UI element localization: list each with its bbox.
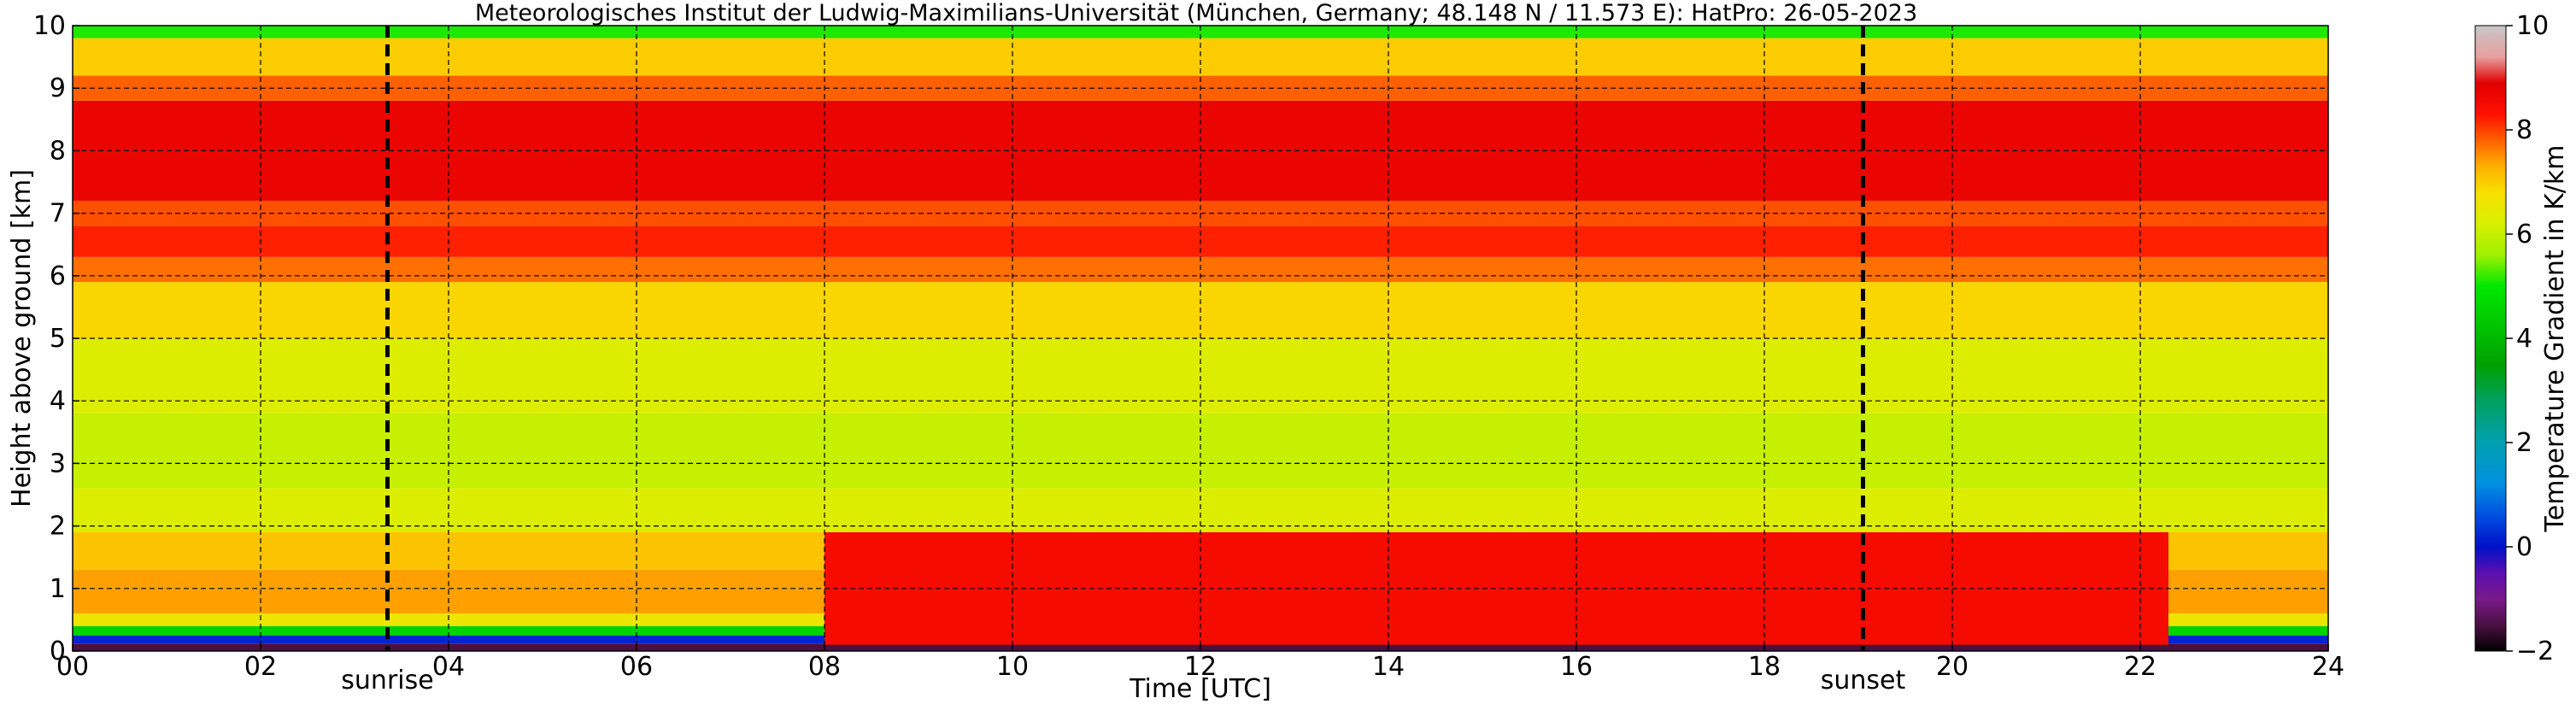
- sunrise-label: sunrise: [341, 666, 433, 695]
- x-tick-label: 12: [1184, 652, 1217, 682]
- x-tick-label: 06: [620, 652, 653, 682]
- x-tick-label: 00: [56, 652, 89, 682]
- y-tick-label: 0: [50, 637, 66, 666]
- colorbar-tick-label: 8: [2516, 115, 2532, 145]
- chart-title: Meteorologisches Institut der Ludwig-Max…: [475, 0, 1917, 26]
- x-tick-label: 22: [2124, 652, 2156, 682]
- y-axis-label: Height above ground [km]: [7, 169, 37, 507]
- sun-markers: sunrise sunset: [341, 26, 1905, 695]
- y-tick-label: 6: [50, 261, 66, 291]
- x-tick-label: 02: [244, 652, 277, 682]
- y-tick-label: 8: [50, 136, 66, 166]
- y-tick-label: 9: [50, 73, 66, 103]
- colorbar-tick-label: 10: [2516, 11, 2549, 41]
- colorbar-tick-label: 0: [2516, 532, 2532, 562]
- x-tick-label: 10: [996, 652, 1029, 682]
- sunset-label: sunset: [1821, 666, 1906, 695]
- y-tick-label: 10: [33, 11, 66, 41]
- grid-lines: [73, 26, 2328, 651]
- y-tick-label: 4: [50, 386, 66, 416]
- x-tick-label: 16: [1560, 652, 1593, 682]
- x-tick-label: 08: [808, 652, 841, 682]
- y-tick-label: 1: [50, 574, 66, 604]
- x-tick-label: 14: [1372, 652, 1405, 682]
- x-axis-label: Time [UTC]: [1129, 674, 1271, 704]
- x-tick-label: 24: [2312, 652, 2344, 682]
- x-tick-label: 18: [1748, 652, 1781, 682]
- y-tick-label: 2: [50, 512, 66, 542]
- colorbar-tick-label: 2: [2516, 428, 2532, 458]
- y-tick-label: 3: [50, 449, 66, 478]
- y-axis-ticks: 0 1 2 3 4 5 6 7 8 9 10: [33, 11, 79, 666]
- colorbar-tick-label: −2: [2516, 637, 2554, 666]
- x-axis-ticks: 00 02 04 06 08 10 12 14 16 18 20 22 24: [56, 644, 2344, 682]
- y-tick-label: 5: [50, 324, 66, 354]
- x-tick-label: 04: [432, 652, 465, 682]
- y-tick-label: 7: [50, 199, 66, 229]
- x-tick-label: 20: [1936, 652, 1969, 682]
- heatmap-band-7: [73, 413, 2328, 489]
- colorbar-label: Temperature Gradient in K/km: [2540, 145, 2570, 533]
- colorbar: [2474, 25, 2507, 652]
- colorbar-tick-label: 6: [2516, 220, 2532, 249]
- colorbar-ticks: −2 0 2 4 6 8 10: [2506, 11, 2554, 666]
- colorbar-tick-label: 4: [2516, 324, 2532, 354]
